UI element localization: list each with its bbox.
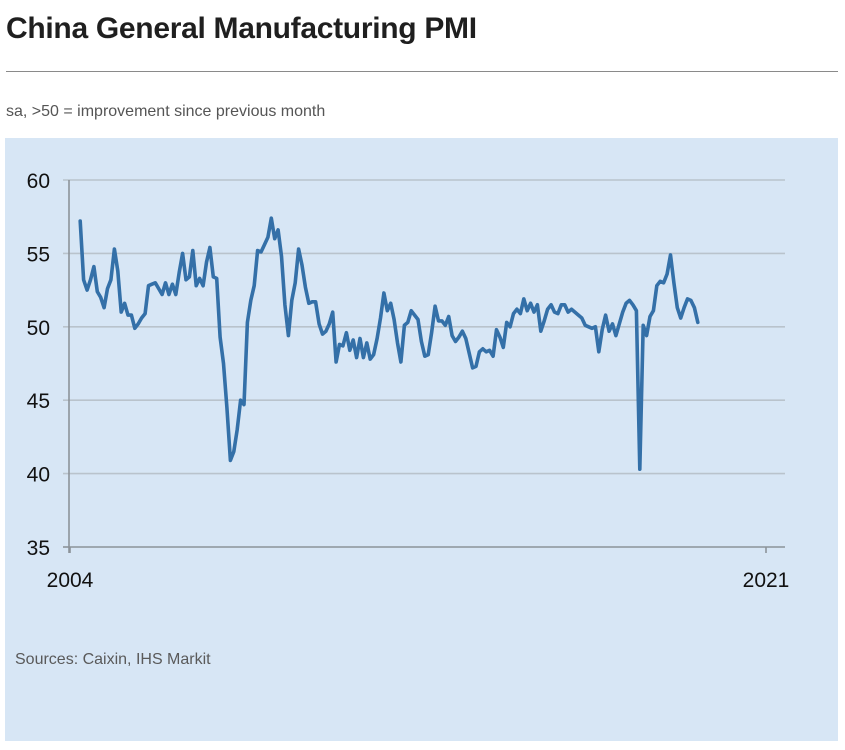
ytick-label-60: 60 <box>27 170 50 193</box>
chart-title: China General Manufacturing PMI <box>6 12 477 45</box>
ytick-label-50: 50 <box>27 317 50 340</box>
chart-panel <box>5 138 838 741</box>
ytick-label-35: 35 <box>27 537 50 560</box>
xtick-label-2004: 2004 <box>47 569 94 592</box>
chart-subtitle: sa, >50 = improvement since previous mon… <box>6 103 326 120</box>
axes <box>63 180 785 553</box>
series-line-pmi <box>78 216 700 472</box>
sources-note: Sources: Caixin, IHS Markit <box>15 651 211 668</box>
ytick-label-40: 40 <box>27 464 50 487</box>
title-divider <box>6 71 838 72</box>
gridlines <box>63 179 785 475</box>
ytick-label-45: 45 <box>27 390 50 413</box>
xtick-label-2021: 2021 <box>743 569 790 592</box>
ytick-label-55: 55 <box>27 243 50 266</box>
series <box>78 216 700 472</box>
tick-labels: 35 40 45 50 55 60 2004 2021 <box>27 170 790 592</box>
